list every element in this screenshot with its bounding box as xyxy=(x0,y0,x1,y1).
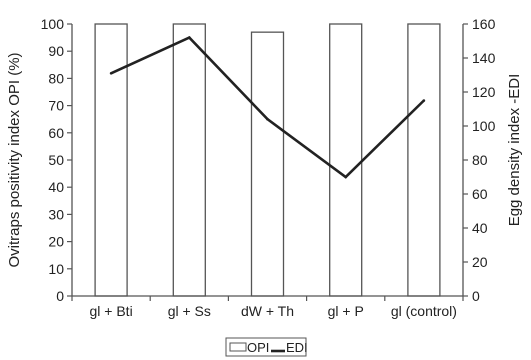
left-tick-label: 90 xyxy=(48,43,64,59)
left-tick-label: 50 xyxy=(48,152,64,168)
opi-bar xyxy=(94,23,128,297)
category-label: dW + Th xyxy=(241,303,294,319)
opi-bar xyxy=(172,23,206,297)
left-tick-label: 20 xyxy=(48,234,64,250)
legend-edi-label: EDI xyxy=(286,340,308,355)
category-label: gl + Ss xyxy=(168,303,211,319)
legend-opi-swatch xyxy=(229,342,247,352)
left-tick-label: 0 xyxy=(56,288,64,304)
right-tick-label: 120 xyxy=(472,84,496,100)
right-tick-label: 0 xyxy=(472,288,480,304)
right-tick-label: 60 xyxy=(472,186,488,202)
opi-bar xyxy=(250,31,285,297)
axes-layer xyxy=(67,23,468,301)
right-axis-label: Egg density index -EDI xyxy=(506,74,523,227)
right-tick-label: 140 xyxy=(472,50,496,66)
line-layer xyxy=(109,36,426,179)
right-tick-label: 20 xyxy=(472,254,488,270)
edi-point xyxy=(422,99,426,102)
labels-layer: 0 10 20 30 40 50 60 70 80 90 100 0 20 40 60 80 100 120 140… xyxy=(41,16,496,319)
legend: OPI EDI xyxy=(225,337,308,357)
left-tick-label: 10 xyxy=(48,261,64,277)
left-tick-label: 100 xyxy=(41,16,65,32)
edi-point xyxy=(109,72,113,75)
left-tick-label: 80 xyxy=(48,70,64,86)
left-tick-label: 30 xyxy=(48,206,64,222)
left-tick-label: 60 xyxy=(48,125,64,141)
category-label: gl + Bti xyxy=(89,303,132,319)
edi-point xyxy=(344,175,348,179)
edi-point xyxy=(188,36,191,39)
edi-point xyxy=(266,117,269,121)
legend-opi-label: OPI xyxy=(247,340,269,355)
left-tick-label: 70 xyxy=(48,98,64,114)
category-label: gl + P xyxy=(328,303,364,319)
opi-bar xyxy=(407,23,441,297)
opi-bar xyxy=(329,23,363,297)
left-axis-label: Ovitraps positivity index OPI (%) xyxy=(6,52,23,267)
bar-layer xyxy=(94,23,441,297)
right-tick-label: 160 xyxy=(472,16,496,32)
right-tick-label: 80 xyxy=(472,152,488,168)
right-tick-label: 100 xyxy=(472,118,496,134)
left-tick-label: 40 xyxy=(48,179,64,195)
category-label: gl (control) xyxy=(391,303,457,319)
right-tick-label: 40 xyxy=(472,220,488,236)
